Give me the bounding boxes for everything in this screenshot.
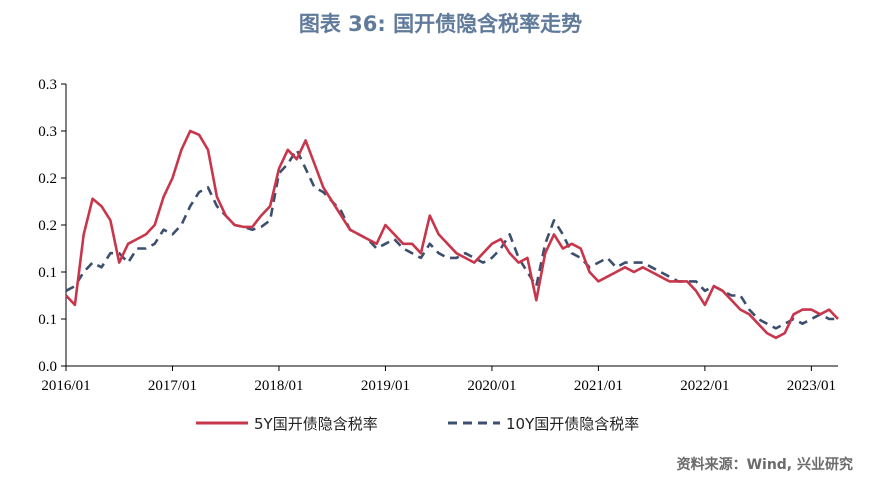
x-tick-label: 2016/01 <box>41 378 90 394</box>
y-tick-label: 0.0 <box>38 359 57 375</box>
series-10y-line <box>65 148 838 330</box>
y-tick-label: 0.2 <box>38 218 57 234</box>
plot-area <box>65 129 839 340</box>
x-tick-label: 2022/01 <box>680 378 729 394</box>
y-tick-label: 0.2 <box>38 171 57 187</box>
chart-title: 图表 36: 国开债隐含税率走势 <box>298 12 583 36</box>
series-5y-line <box>65 129 839 340</box>
x-tick-label: 2018/01 <box>254 378 303 394</box>
x-tick-label: 2023/01 <box>787 378 836 394</box>
legend-label: 5Y国开债隐含税率 <box>254 415 378 433</box>
y-tick-label: 0.3 <box>38 124 57 140</box>
legend: 5Y国开债隐含税率 10Y国开债隐含税率 <box>196 415 639 433</box>
y-tick-label: 0.3 <box>38 77 57 93</box>
x-tick-label: 2019/01 <box>361 378 410 394</box>
legend-label: 10Y国开债隐含税率 <box>506 415 639 433</box>
x-tick-label: 2021/01 <box>574 378 623 394</box>
y-tick-label: 0.1 <box>38 312 57 328</box>
y-axis: 0.0 0.1 0.1 0.2 0.2 0.3 0.3 <box>38 77 67 375</box>
x-axis: 2016/01 2017/01 2018/01 2019/01 2020/01 2021/… <box>41 365 838 394</box>
x-tick-label: 2020/01 <box>467 378 516 394</box>
x-tick-label: 2017/01 <box>148 378 197 394</box>
source-note: 资料来源：Wind, 兴业研究 <box>676 457 853 473</box>
y-tick-label: 0.1 <box>38 265 57 281</box>
